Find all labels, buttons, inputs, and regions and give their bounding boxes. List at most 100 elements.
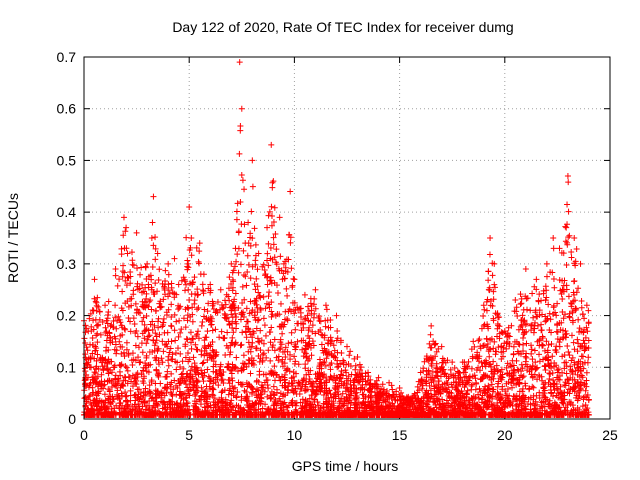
data-point [321,358,328,365]
data-point-peak [556,245,563,252]
data-point [330,400,337,407]
data-point [312,305,319,312]
data-point [226,321,233,328]
data-point [172,349,179,356]
data-point [145,333,152,340]
data-point [553,312,560,319]
data-point [253,345,260,352]
data-point [206,378,213,385]
data-point [347,348,354,355]
data-point [212,326,219,333]
data-point [143,352,150,359]
data-point [232,290,239,297]
data-point [565,380,572,387]
data-point [339,372,346,379]
data-point [168,323,175,330]
data-point [230,329,237,336]
data-point [225,377,232,384]
data-point [358,364,365,371]
data-point [218,328,225,335]
data-point [234,200,241,207]
data-point [282,308,289,315]
data-point [559,296,566,303]
data-point [96,308,103,315]
data-point [569,376,576,383]
data-point [86,393,93,400]
data-point [161,283,168,290]
data-point [195,291,202,298]
data-point-peak [312,286,319,293]
data-point [145,369,152,376]
x-tick-label: 0 [80,427,88,443]
data-point [195,328,202,335]
data-point [125,303,132,310]
data-point [540,290,547,297]
data-point [133,309,140,316]
data-points [81,59,592,418]
data-point [565,234,572,241]
data-point-peak [165,260,172,267]
data-point [218,394,225,401]
data-point [239,283,246,290]
data-point [116,368,123,375]
data-point [249,183,256,190]
data-point [159,338,166,345]
data-point [532,365,539,372]
data-point [273,246,280,253]
data-point [529,290,536,297]
data-point [575,316,582,323]
data-point [224,329,231,336]
data-point [322,385,329,392]
data-point [510,343,517,350]
data-point [393,388,400,395]
data-point [531,347,538,354]
data-point [119,288,126,295]
data-point [561,381,568,388]
data-point [304,303,311,310]
data-point [154,288,161,295]
data-point-peak [583,302,590,309]
data-point [155,318,162,325]
data-point [233,325,240,332]
data-point [194,286,201,293]
data-point [567,400,574,407]
data-point-peak [449,359,456,366]
data-point [112,272,119,279]
data-point [185,305,192,312]
data-point-peak [543,260,550,267]
data-point [272,231,279,238]
data-point [212,353,219,360]
data-point [165,271,172,278]
data-point [339,390,346,397]
data-point [103,405,110,412]
data-point [574,397,581,404]
data-point [259,405,266,412]
data-point [234,251,241,258]
data-point [255,289,262,296]
data-point [265,385,272,392]
data-point [487,302,494,309]
data-point [265,347,272,354]
y-tick-label: 0.5 [57,152,77,168]
data-point [542,318,549,325]
data-point [483,335,490,342]
data-point [267,339,274,346]
data-point [388,382,395,389]
data-point [152,256,159,263]
data-point [279,363,286,370]
data-point [94,294,101,301]
data-point [282,344,289,351]
data-point [448,381,455,388]
data-point [290,275,297,282]
data-point [160,296,167,303]
data-point [529,362,536,369]
data-point [504,386,511,393]
data-point [142,264,149,271]
data-point [227,400,234,407]
data-point [240,247,247,254]
data-point [194,292,201,299]
data-point [301,316,308,323]
data-point [271,336,278,343]
data-point [178,326,185,333]
data-point [578,353,585,360]
